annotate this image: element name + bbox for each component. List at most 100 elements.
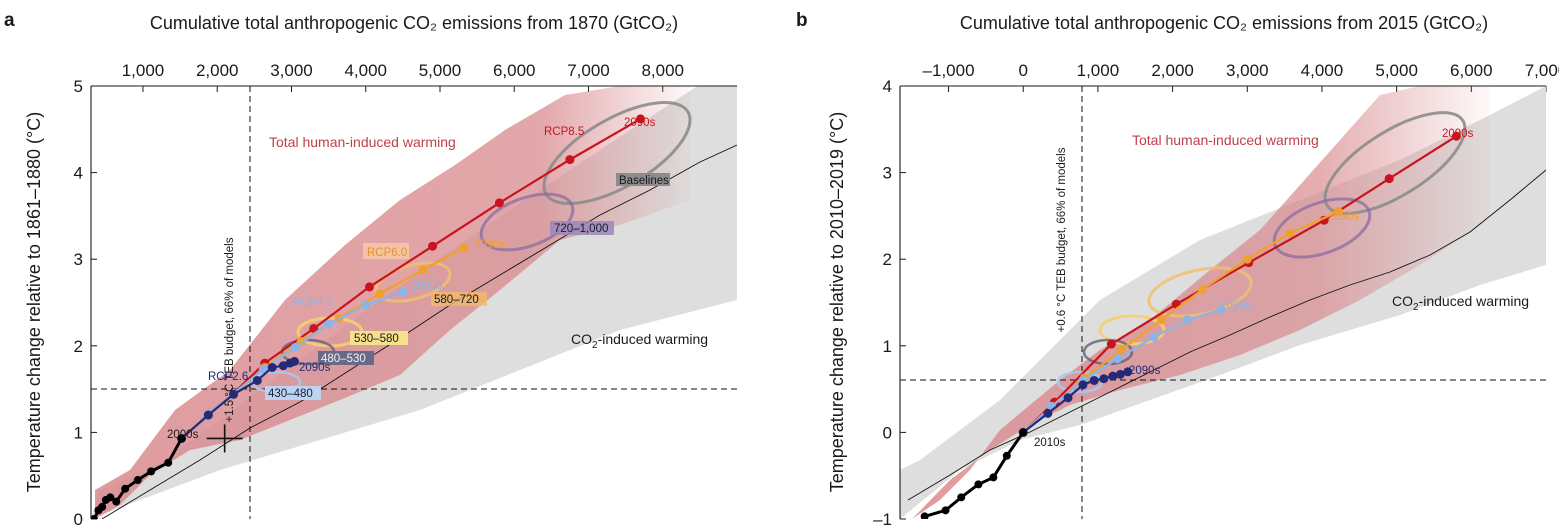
- panel-b-y-ticks: –1 0 1 2 3 4: [873, 77, 906, 529]
- panel-a-plot-area: [91, 86, 737, 519]
- top-tick-label: –1,000: [923, 61, 975, 80]
- y-tick-label: 3: [74, 250, 83, 269]
- series-point-rcp60: [1197, 285, 1207, 295]
- series-point-rcp60: [1156, 315, 1166, 325]
- panel-a-530-580-label: 530–580: [354, 333, 399, 345]
- y-tick-label: 4: [74, 164, 83, 183]
- series-point-rcp26: [1063, 393, 1073, 403]
- panel-b-top-axis-label: Cumulative total anthropogenic CO₂ emiss…: [960, 13, 1488, 33]
- series-point-rcp26: [203, 410, 213, 420]
- panel-a-2000s-label: 2000s: [167, 429, 199, 441]
- top-tick-label: 7,000: [567, 61, 610, 80]
- panel-a-rcp60-label-bg: [363, 243, 409, 259]
- y-tick-label: 1: [74, 423, 83, 442]
- series-point-rcp26: [1099, 374, 1109, 384]
- panel-b-y-axis-label: Temperature change relative to 2010–2019…: [827, 112, 847, 492]
- panel-b-rcp60-2090s-label: 2090s: [1328, 211, 1360, 223]
- panel-b-baselines-ellipse: [1323, 111, 1467, 215]
- series-point-historical: [106, 493, 115, 502]
- top-tick-label: 8,000: [641, 61, 684, 80]
- series-point-historical: [177, 434, 186, 443]
- series-point-historical: [147, 467, 156, 476]
- panel-b-rcp85-2090s-label: 2090s: [1442, 128, 1474, 140]
- series-point-rcp45: [1112, 354, 1122, 364]
- series-point-rcp26: [229, 389, 239, 399]
- panel-a-baselines-label: Baselines: [619, 175, 669, 187]
- series-point-rcp26: [289, 356, 299, 366]
- panel-b-co2-line: [907, 169, 1546, 501]
- series-point-rcp45: [324, 319, 334, 329]
- series-point-historical: [941, 506, 950, 515]
- panel-a-top-ticks: 1,000 2,000 3,000 4,000 5,000 6,000 7,000 8,000: [122, 61, 684, 92]
- panel-a-letter: a: [4, 10, 15, 31]
- panel-a-budget-label: +1.5 °C TEB budget, 66% of models: [224, 237, 236, 422]
- top-tick-label: 1,000: [1077, 61, 1120, 80]
- panel-b-720-1000-ellipse: [1272, 197, 1372, 259]
- series-point-historical: [989, 473, 998, 482]
- series-point-rcp60: [1285, 228, 1295, 238]
- panel-a-top-axis-label: Cumulative total anthropogenic CO₂ emiss…: [150, 13, 678, 33]
- panel-a-720-1000-ellipse: [479, 192, 575, 252]
- panel-a-rcp60-label: RCP6.0: [367, 247, 407, 259]
- series-point-rcp85: [309, 323, 319, 333]
- series-point-historical: [98, 502, 107, 511]
- series-point-rcp85: [364, 282, 374, 292]
- series-point-rcp60: [459, 243, 469, 253]
- panel-a-rcp85-label: RCP8.5: [544, 126, 584, 138]
- panel-a-series: [91, 114, 645, 519]
- panel-a-430-480-label: 430–480: [268, 388, 313, 400]
- series-point-historical: [121, 484, 130, 493]
- panel-b-letter: b: [796, 10, 808, 31]
- series-point-rcp85: [565, 155, 575, 165]
- series-point-rcp26: [267, 362, 277, 372]
- panel-a-530-580-label-bg: [350, 331, 408, 345]
- y-tick-label: 4: [883, 77, 892, 96]
- series-point-historical: [133, 476, 142, 485]
- series-point-rcp45: [398, 287, 408, 297]
- panel-b-budget-label: +0.6 °C TEB budget, 66% of models: [1056, 147, 1068, 332]
- panel-b-series: [920, 131, 1461, 519]
- series-point-rcp26: [1115, 369, 1125, 379]
- top-tick-label: 3,000: [270, 61, 313, 80]
- series-point-historical: [112, 497, 121, 506]
- series-point-rcp26: [252, 375, 262, 385]
- series-point-rcp45: [290, 343, 300, 353]
- series-point-historical: [1002, 451, 1011, 460]
- panel-a-rcp45-2090s-label: 2090s: [411, 280, 443, 292]
- panel-a-co2-line: [101, 144, 737, 519]
- panel-a-480-530-label-bg: [318, 351, 374, 365]
- top-tick-label: 2,000: [1151, 61, 1194, 80]
- series-point-rcp85: [494, 198, 504, 208]
- y-tick-label: 2: [74, 337, 83, 356]
- top-tick-label: 2,000: [196, 61, 239, 80]
- panel-a-580-720-label: 580–720: [434, 294, 479, 306]
- panel-a-rcp45-label: RCP4.5: [293, 297, 333, 309]
- series-point-rcp45: [1183, 315, 1193, 325]
- panel-b-human-band: [912, 86, 1490, 519]
- series-point-rcp26: [1108, 371, 1118, 381]
- series-point-rcp26: [1123, 367, 1133, 377]
- y-tick-label: 1: [883, 337, 892, 356]
- panel-a: a Cumulative total anthropogenic CO₂ emi…: [4, 10, 737, 529]
- series-point-historical: [91, 515, 98, 519]
- panel-a-rcp85-2090s-label: 2090s: [624, 117, 656, 129]
- panel-b-human-label: Total human-induced warming: [1132, 132, 1319, 148]
- series-point-rcp45: [361, 300, 371, 310]
- panel-a-observed-cross: [206, 424, 243, 453]
- y-tick-label: –1: [873, 510, 892, 529]
- series-point-rcp60: [1116, 345, 1126, 355]
- series-point-rcp60: [1333, 207, 1343, 217]
- panel-a-y-ticks: 0 1 2 3 4 5: [74, 77, 97, 529]
- series-point-rcp45: [1216, 304, 1226, 314]
- panel-a-baselines-label-bg: [616, 173, 670, 186]
- series-point-rcp26: [1089, 375, 1099, 385]
- top-tick-label: 7,000: [1525, 61, 1559, 80]
- series-point-rcp60: [375, 289, 385, 299]
- top-tick-label: 5,000: [419, 61, 462, 80]
- panel-a-co2-label: CO2-induced warming: [571, 331, 708, 351]
- y-tick-label: 2: [883, 250, 892, 269]
- panel-a-y-axis-label: Temperature change relative to 1861–1880…: [24, 112, 44, 492]
- y-tick-label: 0: [883, 423, 892, 442]
- series-point-rcp26: [1043, 408, 1053, 418]
